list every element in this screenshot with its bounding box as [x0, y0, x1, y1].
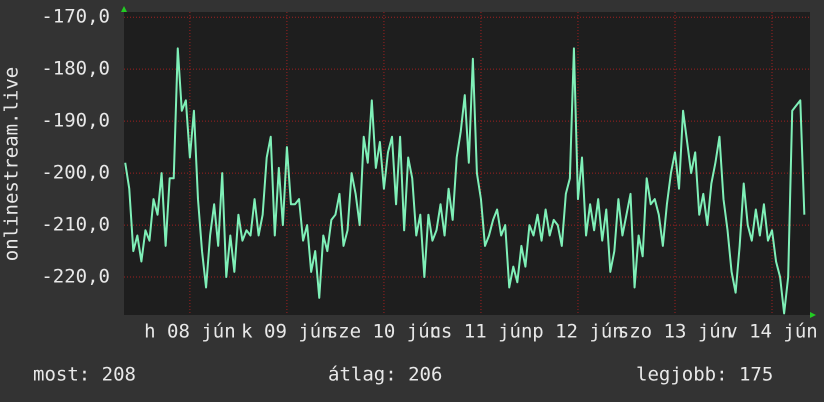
x-tick-label: p 12 jún [532, 321, 624, 343]
data-line [124, 47, 806, 315]
y-tick-label: -180,0 [41, 58, 110, 80]
stat-current: most: 208 [33, 364, 136, 386]
stat-average: átlag: 206 [328, 364, 442, 386]
y-tick-label: -190,0 [41, 110, 110, 132]
axis-arrow [121, 6, 127, 12]
x-tick-label: v 14 jún [726, 321, 818, 343]
y-tick-label: -210,0 [41, 214, 110, 236]
x-tick-label: sze 10 jún [327, 321, 441, 343]
y-tick-label: -220,0 [41, 266, 110, 288]
stat-best: legjobb: 175 [636, 364, 773, 386]
axis-arrow [810, 312, 816, 318]
y-axis-title: onlinestream.live [1, 67, 23, 261]
x-tick-label: h 08 jún [144, 321, 236, 343]
x-tick-label: k 09 jún [241, 321, 333, 343]
y-tick-label: -200,0 [41, 162, 110, 184]
x-tick-label: szo 13 jún [618, 321, 732, 343]
y-tick-label: -170,0 [41, 6, 110, 28]
x-tick-label: cs 11 jún [429, 321, 532, 343]
